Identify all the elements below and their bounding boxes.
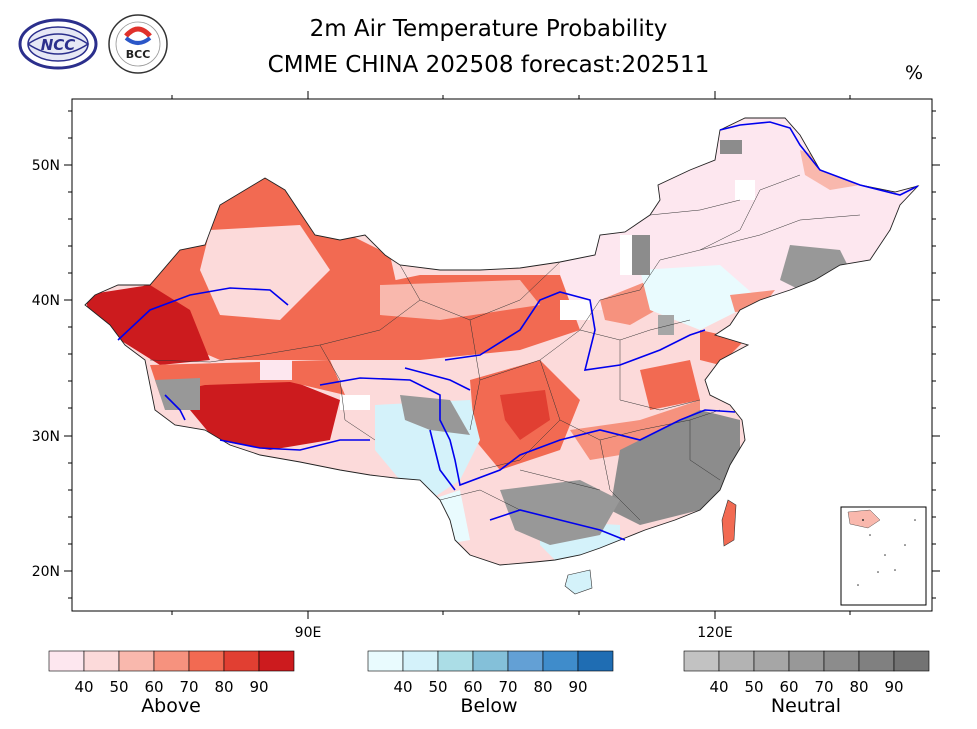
bcc-logo: BCC [108, 14, 168, 74]
colorbar-tick-label: 70 [498, 678, 517, 696]
colorbar-tick-label: 60 [144, 678, 163, 696]
legend-title-below: Below [460, 695, 518, 717]
map-title-line2: CMME CHINA 202508 forecast:202511 [267, 52, 710, 78]
lon-label-90e: 90E [295, 625, 322, 641]
svg-text:BCC: BCC [126, 48, 151, 61]
colorbar-swatch [48, 650, 85, 672]
colorbar-neutral: 40 50 60 70 80 90 [683, 650, 930, 696]
south-china-sea-inset [840, 506, 927, 606]
colorbar-swatch [718, 650, 755, 672]
lat-label-50n: 50N [32, 158, 60, 174]
colorbar-swatch [788, 650, 825, 672]
major-rivers [117, 121, 919, 541]
colorbar-tick-label: 90 [568, 678, 587, 696]
lon-label-120e: 120E [697, 625, 733, 641]
colorbar-swatch [753, 650, 790, 672]
colorbar-swatch [118, 650, 155, 672]
colorbar-tick-label: 40 [709, 678, 728, 696]
hainan-region [564, 569, 593, 595]
colorbar-swatch [683, 650, 720, 672]
colorbar-tick-label: 60 [779, 678, 798, 696]
colorbar-tick-label: 80 [533, 678, 552, 696]
colorbar-swatch [83, 650, 120, 672]
colorbar-swatch [542, 650, 579, 672]
colorbar-tick-label: 50 [744, 678, 763, 696]
svg-text:NCC: NCC [41, 36, 76, 54]
colorbar-tick-label: 70 [179, 678, 198, 696]
map-title-line1: 2m Air Temperature Probability [309, 16, 668, 42]
colorbar-swatch [437, 650, 474, 672]
colorbar-swatch [188, 650, 225, 672]
axis-ticks [64, 91, 940, 619]
colorbar-tick-label: 50 [428, 678, 447, 696]
colorbar-swatch [472, 650, 509, 672]
colorbar-tick-label: 70 [814, 678, 833, 696]
colorbar-above: 40 50 60 70 80 90 [48, 650, 295, 696]
colorbar-tick-label: 40 [393, 678, 412, 696]
lat-label-20n: 20N [32, 564, 60, 580]
colorbar-tick-label: 60 [463, 678, 482, 696]
colorbar-swatch [367, 650, 404, 672]
colorbar-swatch [153, 650, 190, 672]
colorbar-swatch [823, 650, 860, 672]
china-border [84, 117, 920, 566]
colorbar-swatch [507, 650, 544, 672]
colorbar-tick-label: 80 [214, 678, 233, 696]
ncc-logo: NCC [18, 18, 98, 70]
lat-label-30n: 30N [32, 429, 60, 445]
colorbar-swatch [223, 650, 260, 672]
colorbar-tick-label: 50 [109, 678, 128, 696]
legend-title-above: Above [141, 695, 201, 717]
colorbar-swatch [258, 650, 295, 672]
colorbar-swatch [893, 650, 930, 672]
latitude-labels: 50N 40N 30N 20N [32, 158, 60, 580]
legend-title-neutral: Neutral [770, 695, 842, 717]
colorbar-below: 40 50 60 70 80 90 [367, 650, 614, 696]
taiwan-region [721, 499, 737, 547]
colorbar-tick-label: 40 [74, 678, 93, 696]
colorbar-swatch [858, 650, 895, 672]
institution-logos: NCC BCC [18, 14, 168, 74]
colorbar-swatch [577, 650, 614, 672]
colorbar-swatch [402, 650, 439, 672]
colorbar-tick-label: 80 [849, 678, 868, 696]
colorbar-tick-label: 90 [249, 678, 268, 696]
unit-label: % [905, 62, 924, 84]
longitude-labels: 90E 120E [295, 625, 733, 641]
province-borders [149, 174, 861, 521]
colorbar-tick-label: 90 [884, 678, 903, 696]
lat-label-40n: 40N [32, 293, 60, 309]
